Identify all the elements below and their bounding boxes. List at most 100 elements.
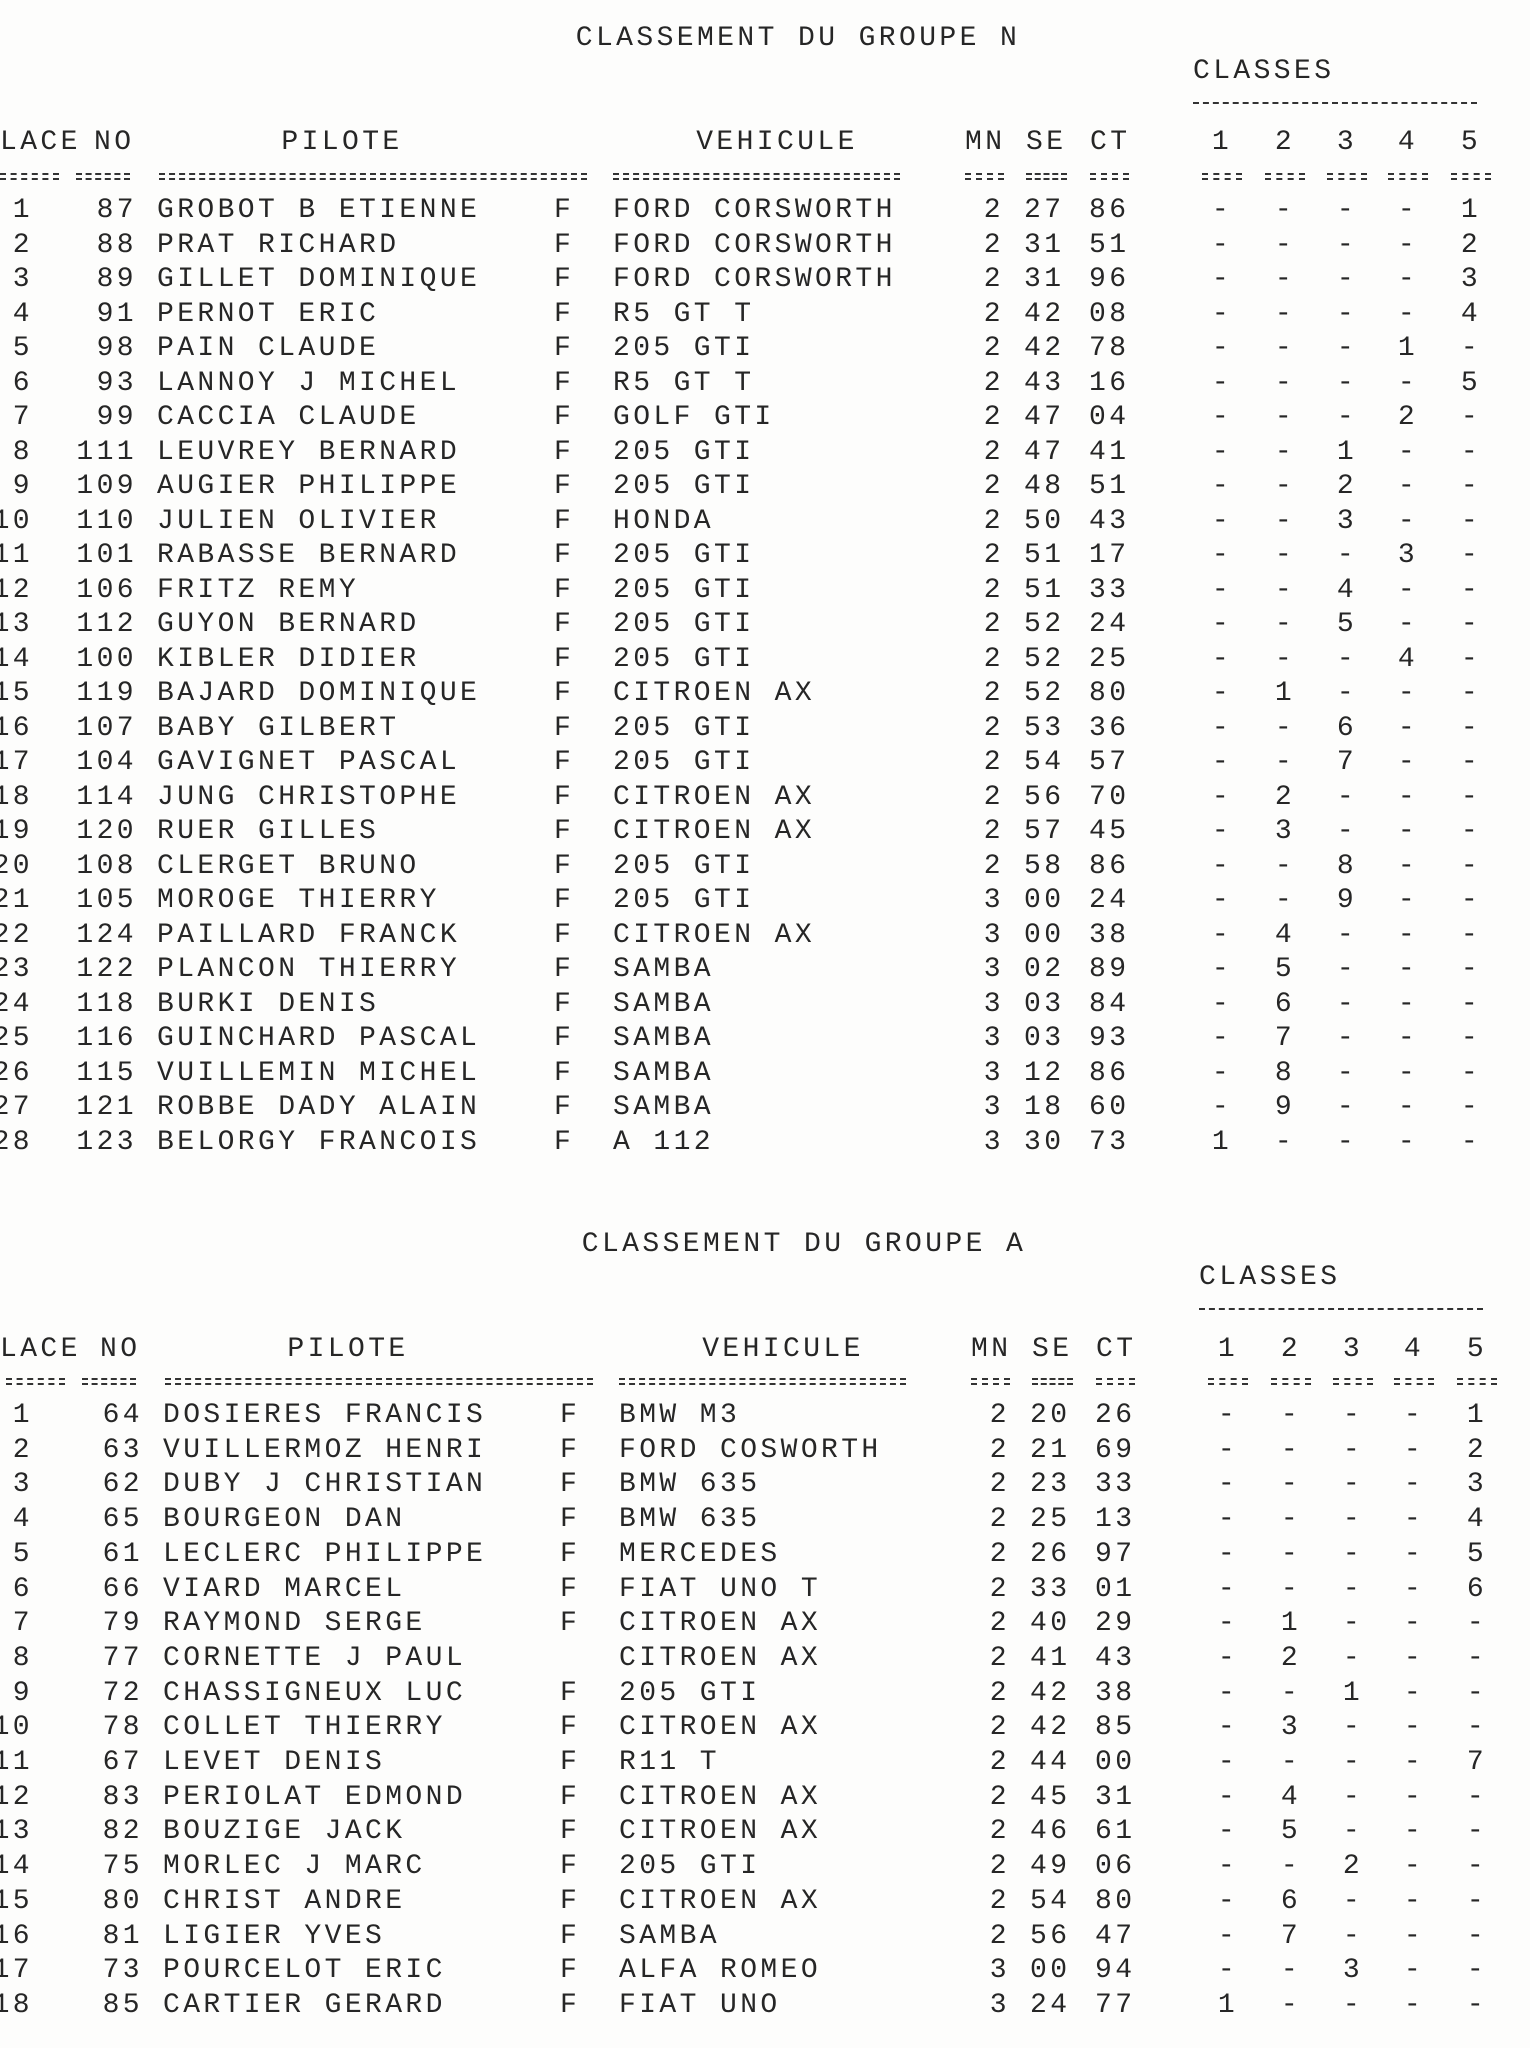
class-rank: -	[1342, 1538, 1364, 1570]
class-rank: -	[1397, 712, 1419, 744]
class-rank: -	[1460, 436, 1482, 468]
class-rank: -	[1336, 264, 1358, 295]
class-rank: -	[1460, 816, 1482, 847]
class-rank: 7	[1336, 747, 1358, 778]
minutes: 3	[983, 885, 1004, 916]
separator	[1327, 173, 1367, 180]
class-rank: -	[1397, 609, 1419, 640]
class-rank: 6	[1336, 712, 1358, 744]
header-mn: MN	[965, 127, 1006, 158]
place: 14	[0, 1851, 33, 1883]
class-rank: -	[1342, 1989, 1364, 2021]
seconds: 51	[1024, 540, 1065, 571]
place: 10	[0, 1712, 33, 1744]
vehicle: CITROEN AX	[613, 816, 816, 847]
class-rank: 2	[1460, 229, 1482, 261]
nationality: F	[554, 919, 575, 951]
seconds: 00	[1024, 885, 1065, 916]
class-rank: -	[1336, 333, 1358, 364]
class-rank: 1	[1274, 678, 1296, 709]
driver: COLLET THIERRY	[163, 1712, 446, 1744]
hundredths: 17	[1089, 540, 1130, 571]
hundredths: 26	[1095, 1400, 1136, 1431]
minutes: 2	[983, 505, 1004, 537]
seconds: 00	[1024, 919, 1065, 951]
separator	[1090, 173, 1129, 180]
minutes: 3	[989, 1955, 1010, 1987]
classes-label: CLASSES	[1193, 56, 1335, 87]
hundredths: 93	[1089, 1023, 1130, 1054]
hundredths: 78	[1089, 333, 1130, 364]
minutes: 2	[989, 1747, 1010, 1778]
nationality: F	[560, 1920, 581, 1952]
place: 12	[0, 574, 33, 606]
class-rank: -	[1403, 1989, 1425, 2021]
class-rank: -	[1336, 816, 1358, 847]
class-rank: -	[1397, 1092, 1419, 1123]
class-rank: -	[1342, 1747, 1364, 1778]
class-rank: -	[1211, 402, 1233, 433]
driver: LECLERC PHILIPPE	[163, 1538, 487, 1570]
nationality: F	[554, 954, 575, 985]
class-rank: -	[1403, 1851, 1425, 1883]
class-rank: -	[1397, 367, 1419, 399]
seconds: 40	[1030, 1608, 1071, 1640]
class-rank: -	[1460, 678, 1482, 709]
header-no: NO	[100, 1334, 141, 1365]
class-rank: -	[1217, 1434, 1239, 1466]
nationality: F	[560, 1434, 581, 1466]
seconds: 02	[1024, 954, 1065, 985]
driver: JULIEN OLIVIER	[157, 505, 440, 537]
seconds: 18	[1024, 1092, 1065, 1123]
minutes: 2	[983, 471, 1004, 502]
hundredths: 38	[1095, 1677, 1136, 1709]
driver: PAILLARD FRANCK	[157, 919, 461, 951]
vehicle: ALFA ROMEO	[619, 1955, 822, 1987]
minutes: 2	[983, 333, 1004, 364]
minutes: 2	[989, 1538, 1010, 1570]
driver: RAYMOND SERGE	[163, 1608, 426, 1640]
vehicle: CITROEN AX	[619, 1608, 822, 1640]
vehicle: CITROEN AX	[619, 1885, 822, 1917]
class-rank: 1	[1397, 333, 1419, 364]
seconds: 47	[1024, 436, 1065, 468]
place: 8	[12, 1642, 33, 1674]
nationality: F	[560, 1747, 581, 1778]
class-rank: -	[1342, 1469, 1364, 1501]
vehicle: CITROEN AX	[619, 1712, 822, 1744]
class-rank: -	[1342, 1400, 1364, 1431]
minutes: 2	[989, 1851, 1010, 1883]
driver: RABASSE BERNARD	[157, 540, 461, 571]
class-rank: -	[1280, 1504, 1302, 1536]
nationality: F	[554, 885, 575, 916]
car-number: 83	[102, 1781, 143, 1813]
seconds: 25	[1030, 1504, 1071, 1536]
class-rank: -	[1342, 1781, 1364, 1813]
minutes: 2	[983, 643, 1004, 675]
car-number: 63	[102, 1434, 143, 1466]
place: 13	[0, 1816, 33, 1848]
vehicle: BMW M3	[619, 1400, 741, 1431]
class-rank: 2	[1336, 471, 1358, 502]
separator	[159, 173, 587, 180]
place: 22	[0, 919, 33, 951]
hundredths: 94	[1095, 1955, 1136, 1987]
separator	[6, 1378, 65, 1385]
driver: LEUVREY BERNARD	[157, 436, 461, 468]
hundredths: 89	[1089, 954, 1130, 985]
nationality: F	[554, 1126, 575, 1158]
class-rank: -	[1211, 229, 1233, 261]
header-place: LACE	[0, 127, 81, 158]
minutes: 2	[989, 1608, 1010, 1640]
vehicle: SAMBA	[613, 1023, 715, 1054]
seconds: 56	[1030, 1920, 1071, 1952]
nationality: F	[554, 678, 575, 709]
nationality: F	[554, 781, 575, 813]
separator	[1026, 173, 1067, 180]
car-number: 101	[76, 540, 137, 571]
hundredths: 36	[1089, 712, 1130, 744]
place: 3	[12, 1469, 33, 1501]
car-number: 81	[102, 1920, 143, 1952]
class-rank: -	[1217, 1816, 1239, 1848]
place: 25	[0, 1023, 33, 1054]
